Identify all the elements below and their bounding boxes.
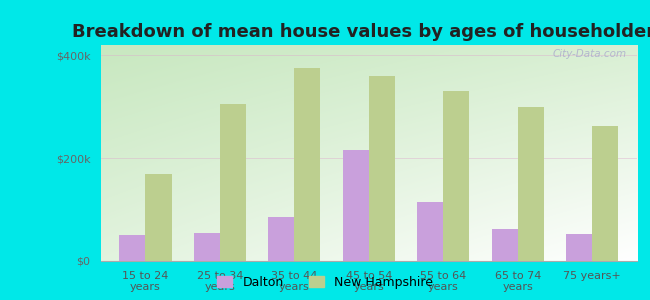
Bar [120, 235, 146, 261]
Bar [518, 107, 544, 261]
Bar [294, 68, 320, 261]
Title: Breakdown of mean house values by ages of householders: Breakdown of mean house values by ages o… [72, 23, 650, 41]
Bar [220, 104, 246, 261]
Bar [268, 217, 294, 261]
Bar [369, 76, 395, 261]
Bar [492, 229, 518, 261]
Bar [443, 91, 469, 261]
Bar [343, 150, 369, 261]
Bar [146, 174, 172, 261]
Bar [566, 234, 592, 261]
Bar [417, 202, 443, 261]
Bar [194, 233, 220, 261]
Bar [592, 126, 618, 261]
Text: City-Data.com: City-Data.com [552, 49, 626, 59]
Legend: Dalton, New Hampshire: Dalton, New Hampshire [213, 271, 437, 294]
